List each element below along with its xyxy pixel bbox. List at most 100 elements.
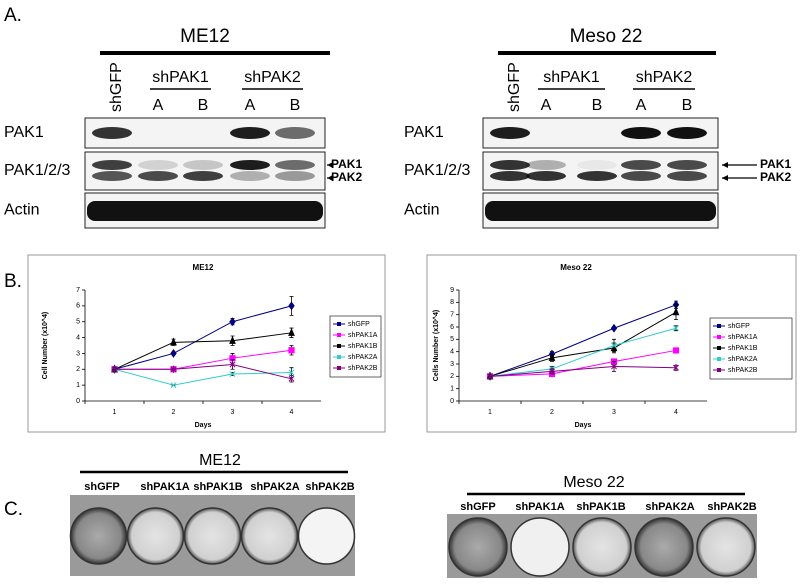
- band: [621, 171, 661, 181]
- band: [490, 127, 530, 139]
- x-tick-label: 1: [113, 409, 117, 416]
- well: [696, 517, 756, 577]
- marker: [170, 337, 177, 346]
- plate-label: shGFP: [84, 481, 119, 493]
- group-label: shPAK2: [244, 69, 301, 86]
- legend-marker: [717, 335, 721, 339]
- arrow-label: PAK2: [760, 170, 791, 184]
- sub-label: B: [198, 97, 209, 114]
- plate-label: shPAK2B: [305, 481, 354, 493]
- plate-label: shPAK2A: [250, 481, 299, 493]
- plate-label: shPAK1A: [515, 501, 564, 513]
- y-tick-label: 0: [450, 398, 454, 405]
- x-tick-label: 4: [290, 409, 294, 416]
- y-tick-label: 9: [450, 287, 454, 294]
- x-tick-label: 3: [612, 409, 616, 416]
- marker: [672, 347, 680, 354]
- y-tick-label: 1: [450, 386, 454, 393]
- band: [138, 171, 178, 181]
- band: [92, 160, 132, 170]
- legend-marker: [717, 368, 721, 372]
- well: [240, 507, 299, 565]
- legend-label: shPAK1B: [728, 345, 758, 352]
- marker: [288, 375, 295, 383]
- band: [577, 171, 617, 181]
- legend-label: shGFP: [348, 321, 370, 328]
- y-tick-label: 5: [450, 336, 454, 343]
- marker: [487, 372, 493, 380]
- well: [572, 517, 632, 577]
- band: [275, 171, 315, 181]
- legend-marker: [337, 322, 341, 326]
- blot-title: ME12: [180, 26, 230, 47]
- y-tick-label: 0: [76, 398, 80, 405]
- band: [275, 127, 315, 139]
- well: [183, 507, 242, 565]
- row-label: PAK1/2/3: [4, 162, 71, 179]
- legend-label: shPAK2A: [348, 354, 378, 361]
- series-line: [489, 365, 677, 377]
- band: [526, 171, 566, 181]
- sub-label: A: [541, 97, 552, 114]
- band: [230, 127, 270, 139]
- band: [490, 171, 530, 181]
- band: [92, 171, 132, 181]
- marker: [611, 342, 617, 349]
- group-label: shPAK1: [543, 69, 600, 86]
- y-tick-label: 4: [450, 349, 454, 356]
- well: [448, 517, 508, 577]
- legend-label: shPAK2A: [728, 356, 758, 363]
- legend-label: shPAK1A: [348, 332, 378, 339]
- sub-label: B: [290, 97, 301, 114]
- legend-label: shPAK1B: [348, 343, 378, 350]
- marker: [111, 365, 118, 373]
- group-label: shPAK1: [152, 69, 209, 86]
- marker: [288, 369, 295, 376]
- plate-label: shPAK1A: [140, 481, 189, 493]
- marker: [288, 347, 295, 354]
- row-label: PAK1/2/3: [404, 162, 471, 179]
- plate-label: shPAK1B: [193, 481, 242, 493]
- x-axis-title: Days: [195, 422, 212, 429]
- plate-label: shPAK2A: [645, 501, 694, 513]
- blot-strip: [482, 151, 719, 191]
- y-axis-title: Cells Number (x10^4): [432, 310, 440, 381]
- series-line: [489, 304, 677, 377]
- series-line: [489, 327, 677, 377]
- sub-label: A: [245, 97, 256, 114]
- band: [621, 160, 661, 170]
- marker: [611, 362, 617, 371]
- legend-label: shPAK2B: [348, 365, 378, 372]
- y-tick-label: 3: [450, 361, 454, 368]
- actin-band: [485, 201, 716, 221]
- well: [510, 517, 570, 577]
- panel-label: A.: [4, 5, 22, 26]
- panel-label: B.: [4, 271, 22, 292]
- y-tick-label: 3: [76, 350, 80, 357]
- legend-label: shPAK2B: [728, 367, 758, 374]
- x-tick-label: 1: [488, 409, 492, 416]
- group-label: shPAK2: [636, 69, 693, 86]
- row-label: PAK1: [404, 124, 444, 141]
- plate-label: shGFP: [460, 501, 495, 513]
- blot-title: Meso 22: [570, 26, 643, 47]
- well: [297, 507, 356, 565]
- band: [183, 171, 223, 181]
- legend-marker: [337, 366, 341, 370]
- legend-marker: [337, 344, 341, 348]
- y-tick-label: 8: [450, 299, 454, 306]
- marker: [170, 348, 177, 358]
- plate-label: shPAK2B: [707, 501, 756, 513]
- legend-marker: [337, 333, 341, 337]
- panel-label: C.: [4, 499, 23, 520]
- x-tick-label: 2: [550, 409, 554, 416]
- y-tick-label: 4: [76, 334, 80, 341]
- series-line: [114, 332, 292, 370]
- marker: [229, 371, 236, 377]
- marker: [549, 367, 555, 375]
- well: [69, 507, 128, 565]
- band: [577, 160, 617, 170]
- marker: [673, 325, 679, 332]
